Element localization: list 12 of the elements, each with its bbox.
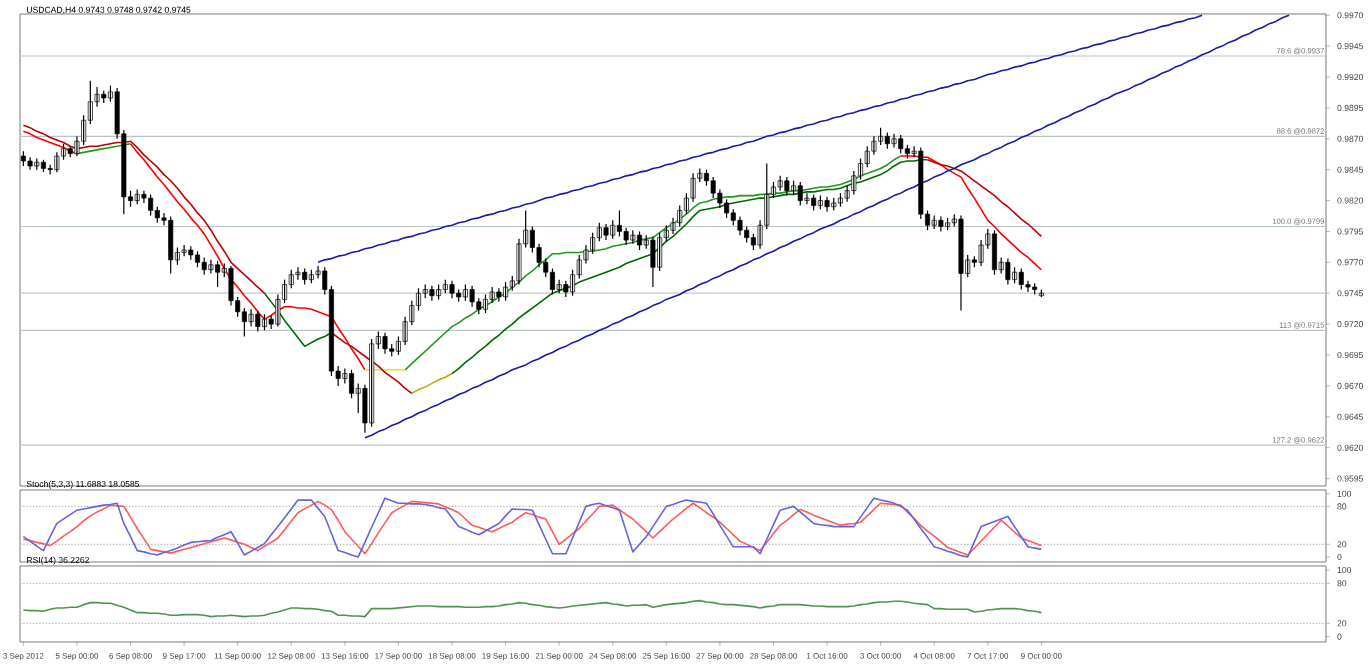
candlestick [898,134,904,155]
candlestick [27,156,33,171]
candlestick [1018,267,1024,291]
line-series [411,372,453,395]
candlestick [797,181,803,207]
candlestick [168,216,174,275]
candlestick [603,223,609,241]
candlestick [255,309,261,333]
candlestick [181,244,187,257]
candlestick [496,287,502,303]
candlestick [503,281,509,302]
candlestick [215,260,221,288]
